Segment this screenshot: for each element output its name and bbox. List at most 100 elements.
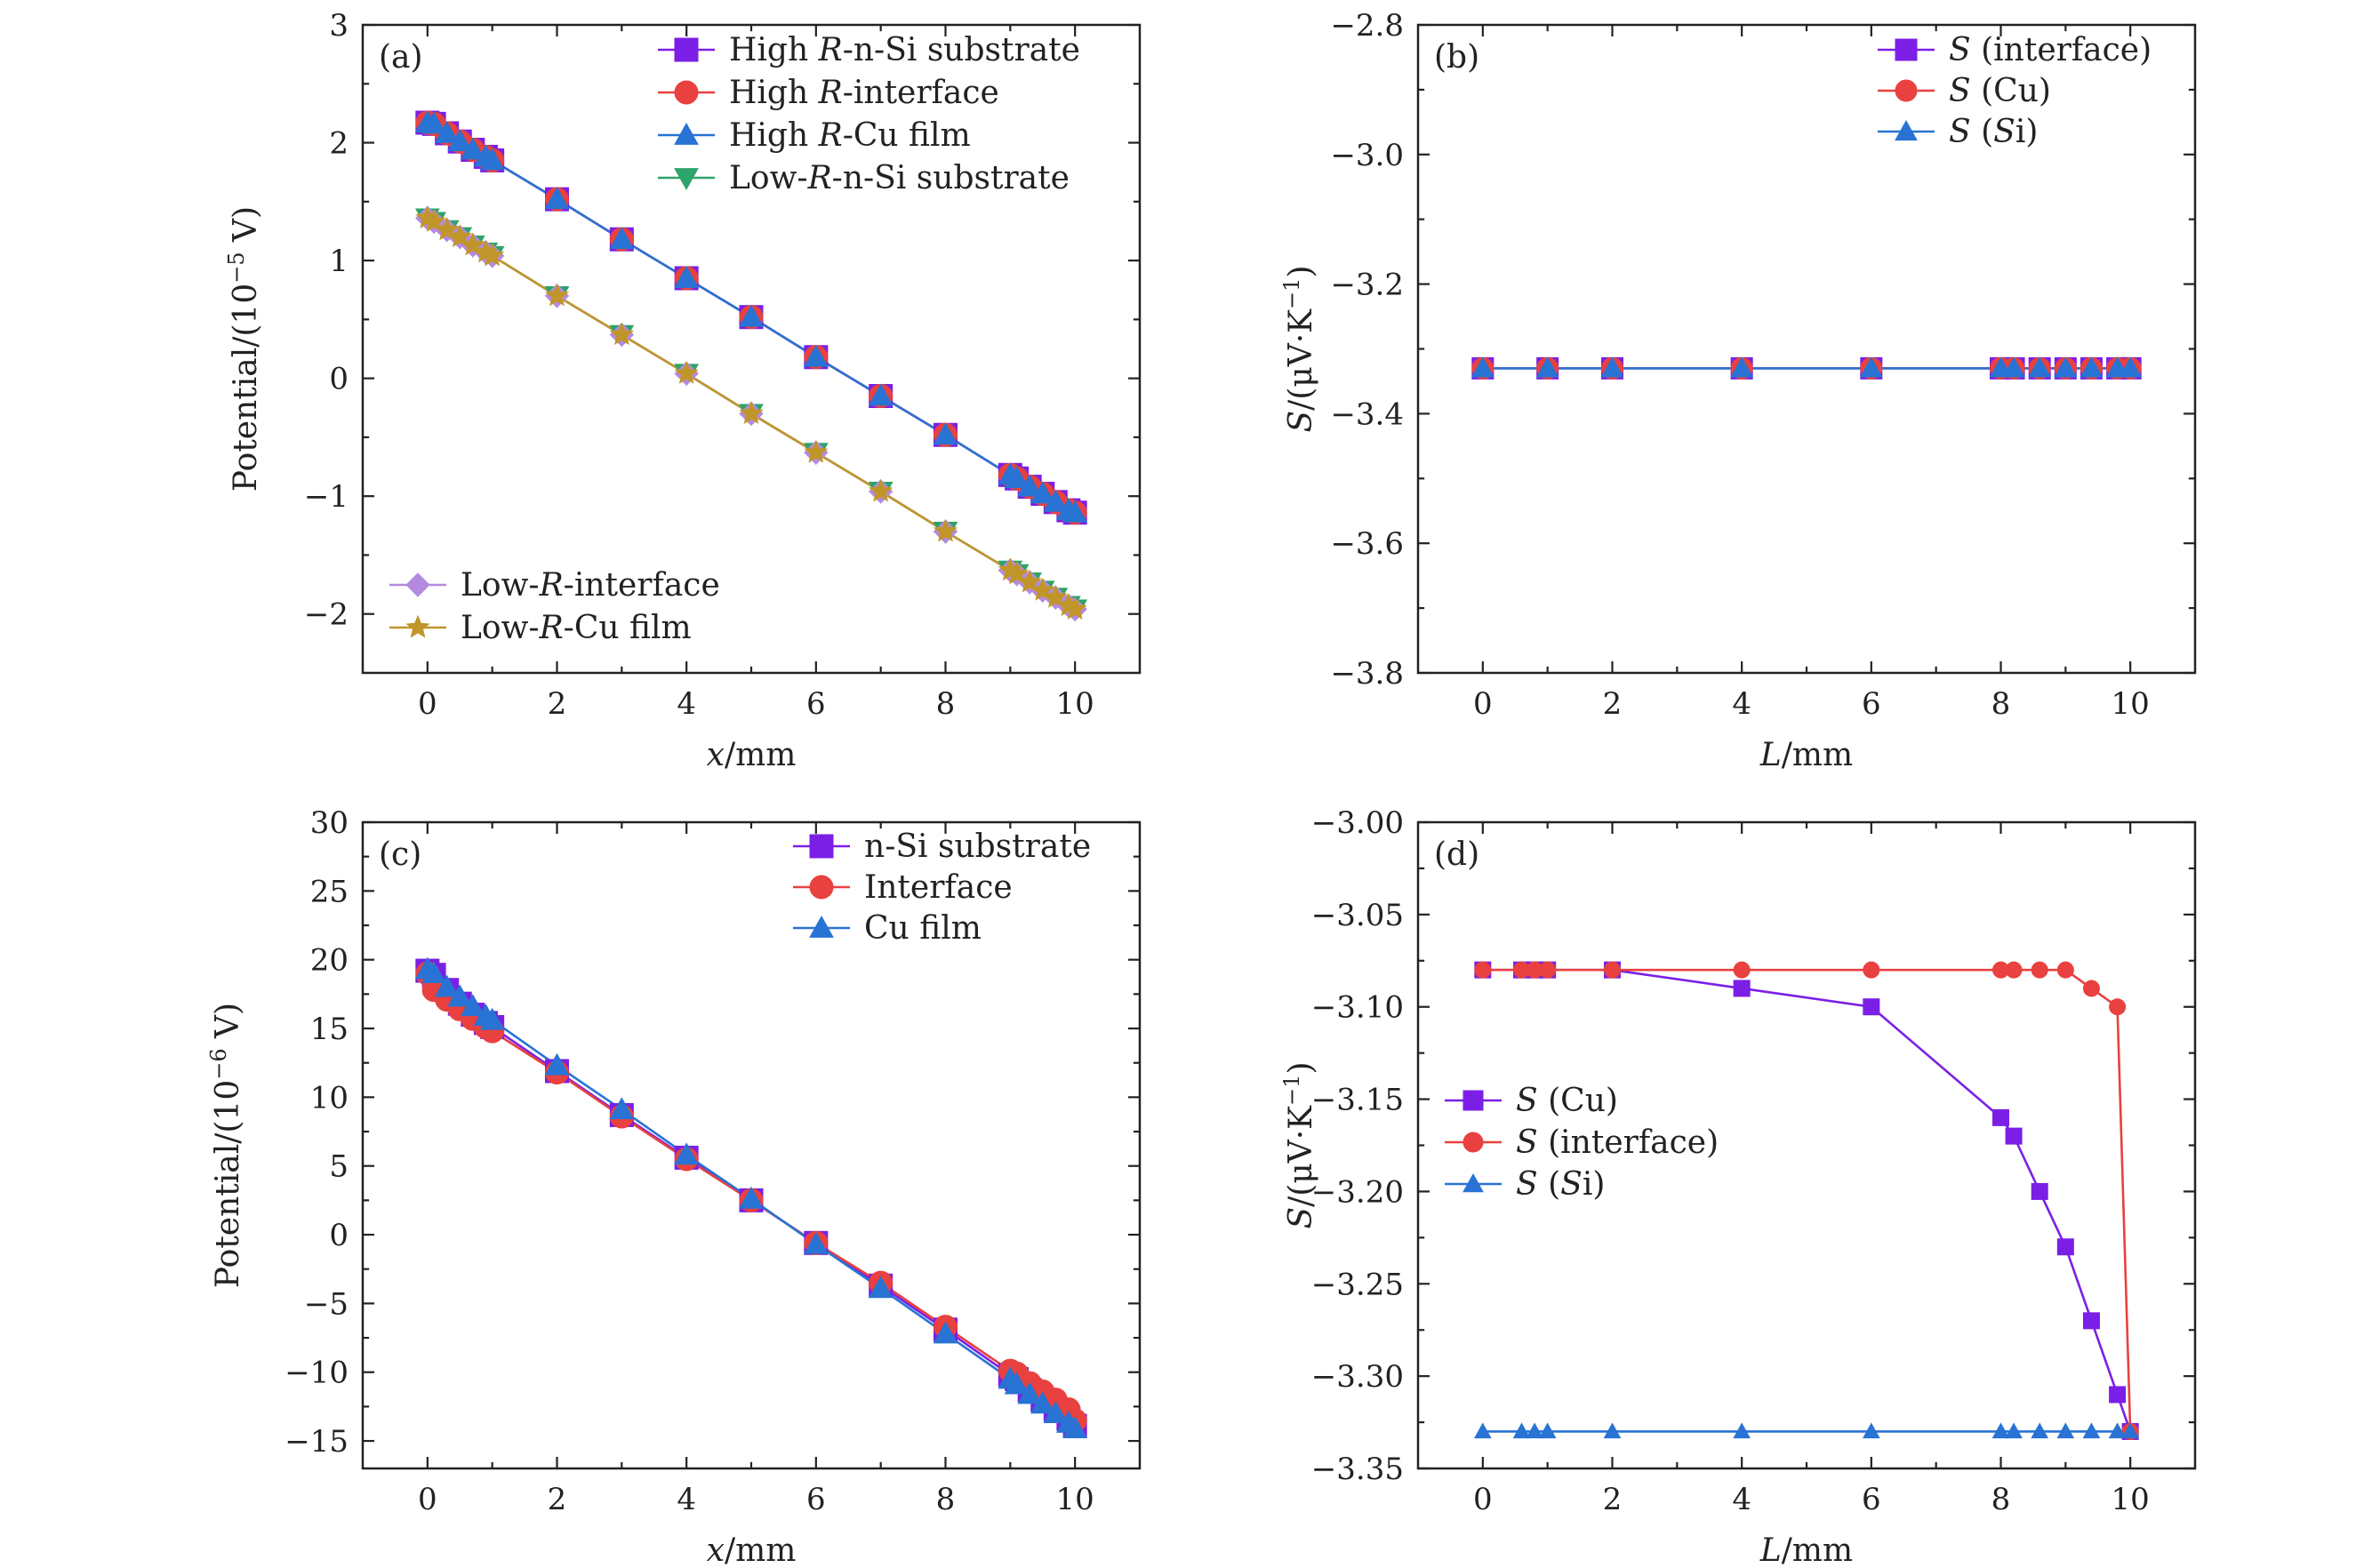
data-point <box>2079 356 2104 378</box>
x-tick-label: 4 <box>677 1482 696 1517</box>
data-point <box>933 1321 958 1344</box>
data-point <box>421 111 446 134</box>
data-point <box>434 120 460 143</box>
data-point <box>1004 1372 1030 1395</box>
y-tick-label: −3.8 <box>1330 656 1404 692</box>
data-point <box>609 227 635 250</box>
data-point <box>1733 961 1751 979</box>
legend-marker <box>809 834 834 859</box>
data-point <box>2108 1422 2127 1439</box>
y-axis-title: S/(μV·K−1) <box>1279 1061 1319 1228</box>
data-point <box>1473 1422 1492 1439</box>
legend-marker <box>674 37 699 62</box>
chart-panel-b: 0 2 4 6 8 10 −3.8 −3.6 −3.4 −3.2 −3.0 −2.8 L/mm S/(μV… <box>1279 8 2197 773</box>
legend-label: S (interface) <box>1949 32 2152 68</box>
y-tick-label: 2 <box>329 126 349 162</box>
x-tick-label: 0 <box>418 686 437 722</box>
data-point <box>2002 356 2025 378</box>
legend-marker <box>1462 1172 1484 1193</box>
data-point <box>674 361 699 384</box>
y-tick-label: −3.35 <box>1311 1452 1404 1487</box>
data-point <box>1863 998 1880 1016</box>
chart-panel-d: 0 2 4 6 8 10 −3.35 −3.30 −3.25 −3.20 −3.15 −3.10 −3.… <box>1279 805 2197 1568</box>
legend-label: High R-n-Si substrate <box>729 32 1080 68</box>
y-tick-label: 30 <box>310 805 349 841</box>
legend-entry: S (interface) <box>1445 1124 1719 1161</box>
data-point <box>447 984 473 1007</box>
data-point <box>479 148 505 171</box>
data-point <box>1733 1422 1751 1439</box>
plot-frame <box>1416 23 2197 675</box>
legend-entry: S (Si) <box>1445 1166 1605 1203</box>
data-point <box>1535 356 1559 378</box>
y-tick-label: 0 <box>329 362 349 397</box>
data-point <box>1604 961 1621 979</box>
legend-marker <box>674 168 699 191</box>
y-tick-label: −3.25 <box>1311 1267 1404 1302</box>
y-axis-title: S/(μV·K−1) <box>1279 265 1319 432</box>
data-point <box>1474 961 1492 979</box>
markers-high-r-cu-film <box>414 109 1088 523</box>
data-point <box>460 137 485 160</box>
legend-marker <box>1895 79 1918 102</box>
data-point <box>2054 356 2078 378</box>
y-tick-label: 25 <box>310 874 349 909</box>
legend-marker <box>674 122 699 145</box>
x-tick-label: 2 <box>548 686 567 722</box>
legend-label: Low-R-interface <box>461 567 720 604</box>
x-axis-title: L/mm <box>1759 1532 1853 1568</box>
data-point <box>674 1142 700 1165</box>
x-tick-label: 10 <box>2112 1482 2150 1517</box>
markers-low-r-cu-film <box>415 205 1087 620</box>
x-tick-label: 4 <box>677 686 696 722</box>
x-tick-label: 6 <box>1862 686 1881 722</box>
chart-panel-a: 0 2 4 6 8 10 −2 −1 0 1 2 3 x/mm Potential/(10−5 V) (a)… <box>224 8 1142 773</box>
data-point <box>2031 1422 2049 1439</box>
data-point <box>2031 1182 2048 1200</box>
data-point <box>544 187 570 210</box>
legend-entry: High R-interface <box>658 75 999 111</box>
x-tick-label: 0 <box>418 1482 437 1517</box>
x-tick-label: 8 <box>936 1482 956 1517</box>
data-point <box>2109 1386 2127 1404</box>
legend-label: S (Cu) <box>1516 1083 1618 1119</box>
data-point <box>544 1052 570 1076</box>
y-tick-label: −3.00 <box>1311 805 1404 841</box>
legend-marker <box>1895 119 1918 141</box>
legend-entry: Low-R-n-Si substrate <box>658 160 1070 196</box>
x-tick-label: 4 <box>1732 686 1751 722</box>
x-tick-label: 10 <box>2112 686 2150 722</box>
data-point <box>2121 1422 2140 1439</box>
y-tick-label: −3.20 <box>1311 1174 1404 1210</box>
data-point <box>804 439 829 463</box>
data-point <box>544 283 570 307</box>
y-tick-label: −3.30 <box>1311 1359 1404 1395</box>
legend-marker <box>1462 1132 1484 1153</box>
y-tick-label: 1 <box>329 244 349 279</box>
data-point <box>1600 356 1624 378</box>
y-tick-label: −3.10 <box>1311 990 1404 1026</box>
y-axis-title: Potential/(10−6 V) <box>206 1003 246 1288</box>
data-point <box>479 1007 505 1030</box>
legend-entry: High R-n-Si substrate <box>658 32 1080 68</box>
y-tick-label: −1 <box>304 479 349 515</box>
data-point <box>739 1186 764 1209</box>
data-point <box>803 1231 829 1254</box>
data-point <box>480 243 505 267</box>
data-point <box>421 961 446 984</box>
legend-entry: S (interface) <box>1878 32 2152 68</box>
legend-entry: S (Cu) <box>1445 1083 1618 1119</box>
legend-entry: High R-Cu film <box>658 117 971 154</box>
y-tick-label: −5 <box>304 1286 349 1322</box>
legend-marker <box>809 875 834 900</box>
legend-entry: S (Si) <box>1878 114 2038 150</box>
legend-label: High R-interface <box>729 75 999 111</box>
legend-label: Low-R-n-Si substrate <box>729 160 1070 196</box>
data-point <box>803 344 829 367</box>
y-tick-label: 0 <box>329 1218 349 1253</box>
data-point <box>1862 1422 1880 1439</box>
legend-marker <box>1895 38 1918 61</box>
y-axis-title: Potential/(10−5 V) <box>224 206 264 492</box>
data-point <box>1992 1108 2009 1126</box>
legend: Low-R-interface Low-R-Cu film <box>389 567 720 646</box>
